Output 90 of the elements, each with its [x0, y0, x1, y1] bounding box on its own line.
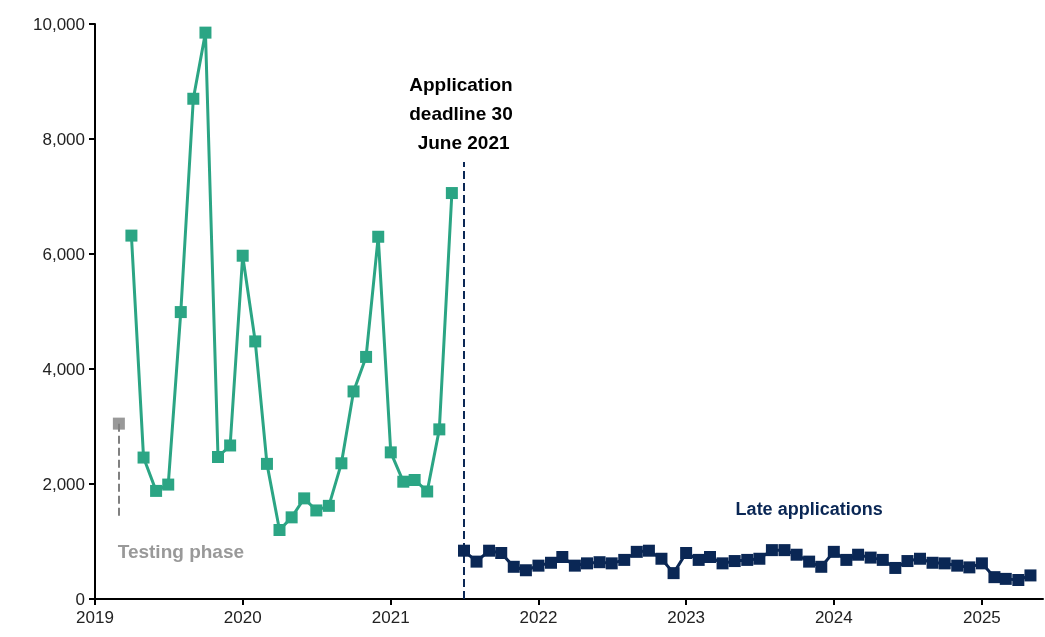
point	[680, 547, 693, 559]
point	[999, 572, 1012, 585]
point	[408, 473, 421, 486]
point	[212, 450, 224, 463]
point	[630, 545, 643, 558]
point	[285, 511, 298, 524]
point	[741, 553, 754, 566]
point	[347, 385, 360, 398]
point	[852, 548, 865, 561]
point	[655, 552, 668, 565]
point	[642, 544, 655, 557]
point	[988, 571, 1001, 584]
x-tick-label: 2020	[223, 608, 262, 627]
point	[372, 230, 385, 243]
point	[112, 417, 125, 430]
ref-line-label: Application deadline 30 June 2021	[409, 74, 518, 153]
point	[433, 423, 446, 436]
point	[753, 552, 766, 565]
point	[605, 557, 618, 570]
point	[864, 551, 877, 564]
point	[445, 187, 458, 200]
point	[421, 485, 434, 498]
point	[335, 457, 348, 470]
point	[236, 249, 249, 262]
point	[187, 92, 200, 105]
point	[532, 559, 545, 572]
point	[975, 557, 988, 570]
y-tick-label: 10,000	[33, 14, 85, 34]
point	[765, 544, 778, 557]
point	[360, 350, 373, 363]
point	[495, 547, 508, 559]
point	[901, 555, 914, 568]
point	[803, 555, 816, 568]
point	[716, 557, 729, 570]
point	[273, 524, 286, 536]
point	[384, 446, 397, 459]
x-tick-label: 2022	[519, 608, 558, 627]
x-tick-label: 2021	[371, 608, 410, 627]
point	[397, 475, 410, 488]
point	[174, 306, 187, 319]
point	[778, 544, 791, 557]
point	[224, 439, 237, 452]
point	[790, 548, 803, 561]
point	[310, 504, 323, 517]
series-label: Late applications	[735, 498, 883, 519]
x-tick-label: 2024	[814, 608, 853, 627]
point	[581, 557, 594, 570]
y-tick-label: 8,000	[42, 129, 85, 149]
x-tick-label: 2019	[76, 608, 114, 627]
point	[260, 457, 273, 470]
point	[137, 451, 150, 464]
point	[125, 229, 138, 242]
point	[914, 552, 926, 565]
point	[926, 556, 939, 569]
point	[667, 567, 680, 580]
point	[507, 560, 520, 573]
point	[199, 26, 212, 39]
y-tick-label: 4,000	[42, 359, 85, 379]
point	[704, 551, 717, 564]
point	[827, 545, 840, 558]
y-tick-label: 2,000	[42, 474, 85, 494]
point	[963, 561, 976, 574]
point	[938, 557, 951, 570]
point	[951, 559, 964, 572]
point	[519, 564, 532, 577]
point	[150, 484, 163, 497]
point	[815, 560, 828, 573]
x-tick-label: 2023	[667, 608, 706, 627]
y-tick-label: 6,000	[42, 244, 85, 264]
point	[692, 553, 705, 566]
point	[889, 561, 902, 574]
point	[593, 556, 606, 569]
point	[322, 499, 335, 512]
point	[470, 555, 483, 568]
x-tick-label: 2025	[962, 608, 1001, 627]
point	[876, 553, 889, 566]
point	[568, 559, 581, 572]
y-tick-label: 0	[75, 589, 85, 609]
point	[162, 478, 175, 491]
point	[618, 553, 631, 566]
point	[298, 492, 311, 505]
point	[1024, 569, 1037, 582]
point	[1012, 574, 1025, 587]
point	[556, 551, 569, 564]
point	[840, 553, 853, 566]
point	[728, 555, 741, 568]
point	[483, 544, 496, 557]
text: Testing phase	[117, 540, 245, 562]
point	[249, 335, 262, 348]
point	[544, 556, 557, 569]
